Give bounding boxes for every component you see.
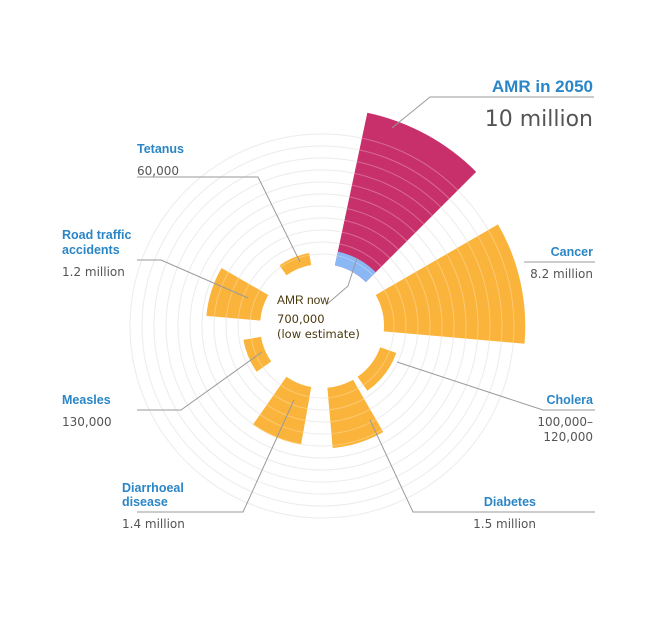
amr2050-value: 10 million: [485, 107, 593, 132]
wedge-diarrhoeal: [252, 376, 312, 445]
leader-measles: [137, 351, 263, 411]
leader-diarrhoeal: [137, 399, 295, 513]
wedge-amr2050: [334, 112, 477, 283]
amr2050-title: AMR in 2050: [492, 77, 593, 96]
wedge-band: [201, 205, 443, 447]
leader-amr2050: [391, 96, 594, 129]
label-amr2050: AMR in 2050 10 million: [485, 77, 593, 132]
label-diabetes: Diabetes 1.5 million: [473, 495, 536, 531]
tetanus-value: 60,000: [137, 164, 179, 178]
leader-diabetes: [369, 419, 595, 513]
label-diarrhoeal: Diarrhoeal disease 1.4 million: [122, 481, 185, 531]
center-label: AMR now 700,000 (low estimate): [277, 293, 360, 341]
leader-amr-now: [325, 257, 358, 306]
wedge-band: [249, 253, 395, 399]
label-cancer: Cancer 8.2 million: [530, 245, 593, 281]
wedge-tetanus: [279, 253, 312, 276]
label-road: Road traffic accidents 1.2 million: [62, 228, 132, 279]
leader-road: [137, 259, 249, 299]
wedge-cholera: [357, 347, 397, 391]
wedge-band: [237, 241, 407, 411]
label-measles: Measles 130,000: [62, 393, 112, 429]
wedge-band: [177, 181, 467, 471]
amr-now-title: AMR now: [277, 293, 329, 307]
cancer-title: Cancer: [551, 245, 594, 259]
wedge-diabetes: [327, 379, 384, 448]
wedge-band: [225, 229, 419, 423]
wedge-amr-now: [334, 251, 376, 283]
cholera-value-line1: 100,000–: [537, 415, 593, 429]
leader-cholera: [396, 361, 595, 411]
cholera-title: Cholera: [546, 393, 594, 407]
measles-title: Measles: [62, 393, 111, 407]
amr-now-value: 700,000: [277, 312, 325, 326]
wedge-band: [189, 193, 455, 459]
diabetes-title: Diabetes: [484, 495, 536, 509]
wedge-measles: [243, 336, 272, 372]
road-title-line1: Road traffic: [62, 228, 132, 242]
tetanus-title: Tetanus: [137, 142, 184, 156]
leader-lines: [137, 96, 595, 513]
label-cholera: Cholera 100,000– 120,000: [537, 393, 594, 444]
wedge-band: [165, 169, 479, 483]
diarrhoeal-value: 1.4 million: [122, 517, 185, 531]
road-title-line2: accidents: [62, 243, 120, 257]
diarrhoeal-title-line1: Diarrhoeal: [122, 481, 184, 495]
amr-now-note: (low estimate): [277, 327, 360, 341]
cancer-value: 8.2 million: [530, 267, 593, 281]
diarrhoeal-title-line2: disease: [122, 495, 168, 509]
measles-value: 130,000: [62, 415, 112, 429]
road-value: 1.2 million: [62, 265, 125, 279]
wedge-road: [206, 267, 269, 321]
label-tetanus: Tetanus 60,000: [137, 142, 184, 178]
wedge-band: [213, 217, 431, 435]
wedge-band: [141, 145, 503, 507]
center-hole: [261, 265, 383, 387]
diabetes-value: 1.5 million: [473, 517, 536, 531]
wedge-cancer: [375, 224, 526, 344]
wedges: [129, 112, 526, 519]
wedge-band: [129, 133, 515, 519]
cholera-value-line2: 120,000: [543, 430, 593, 444]
leader-tetanus: [137, 176, 301, 263]
wedge-band: [153, 157, 491, 495]
